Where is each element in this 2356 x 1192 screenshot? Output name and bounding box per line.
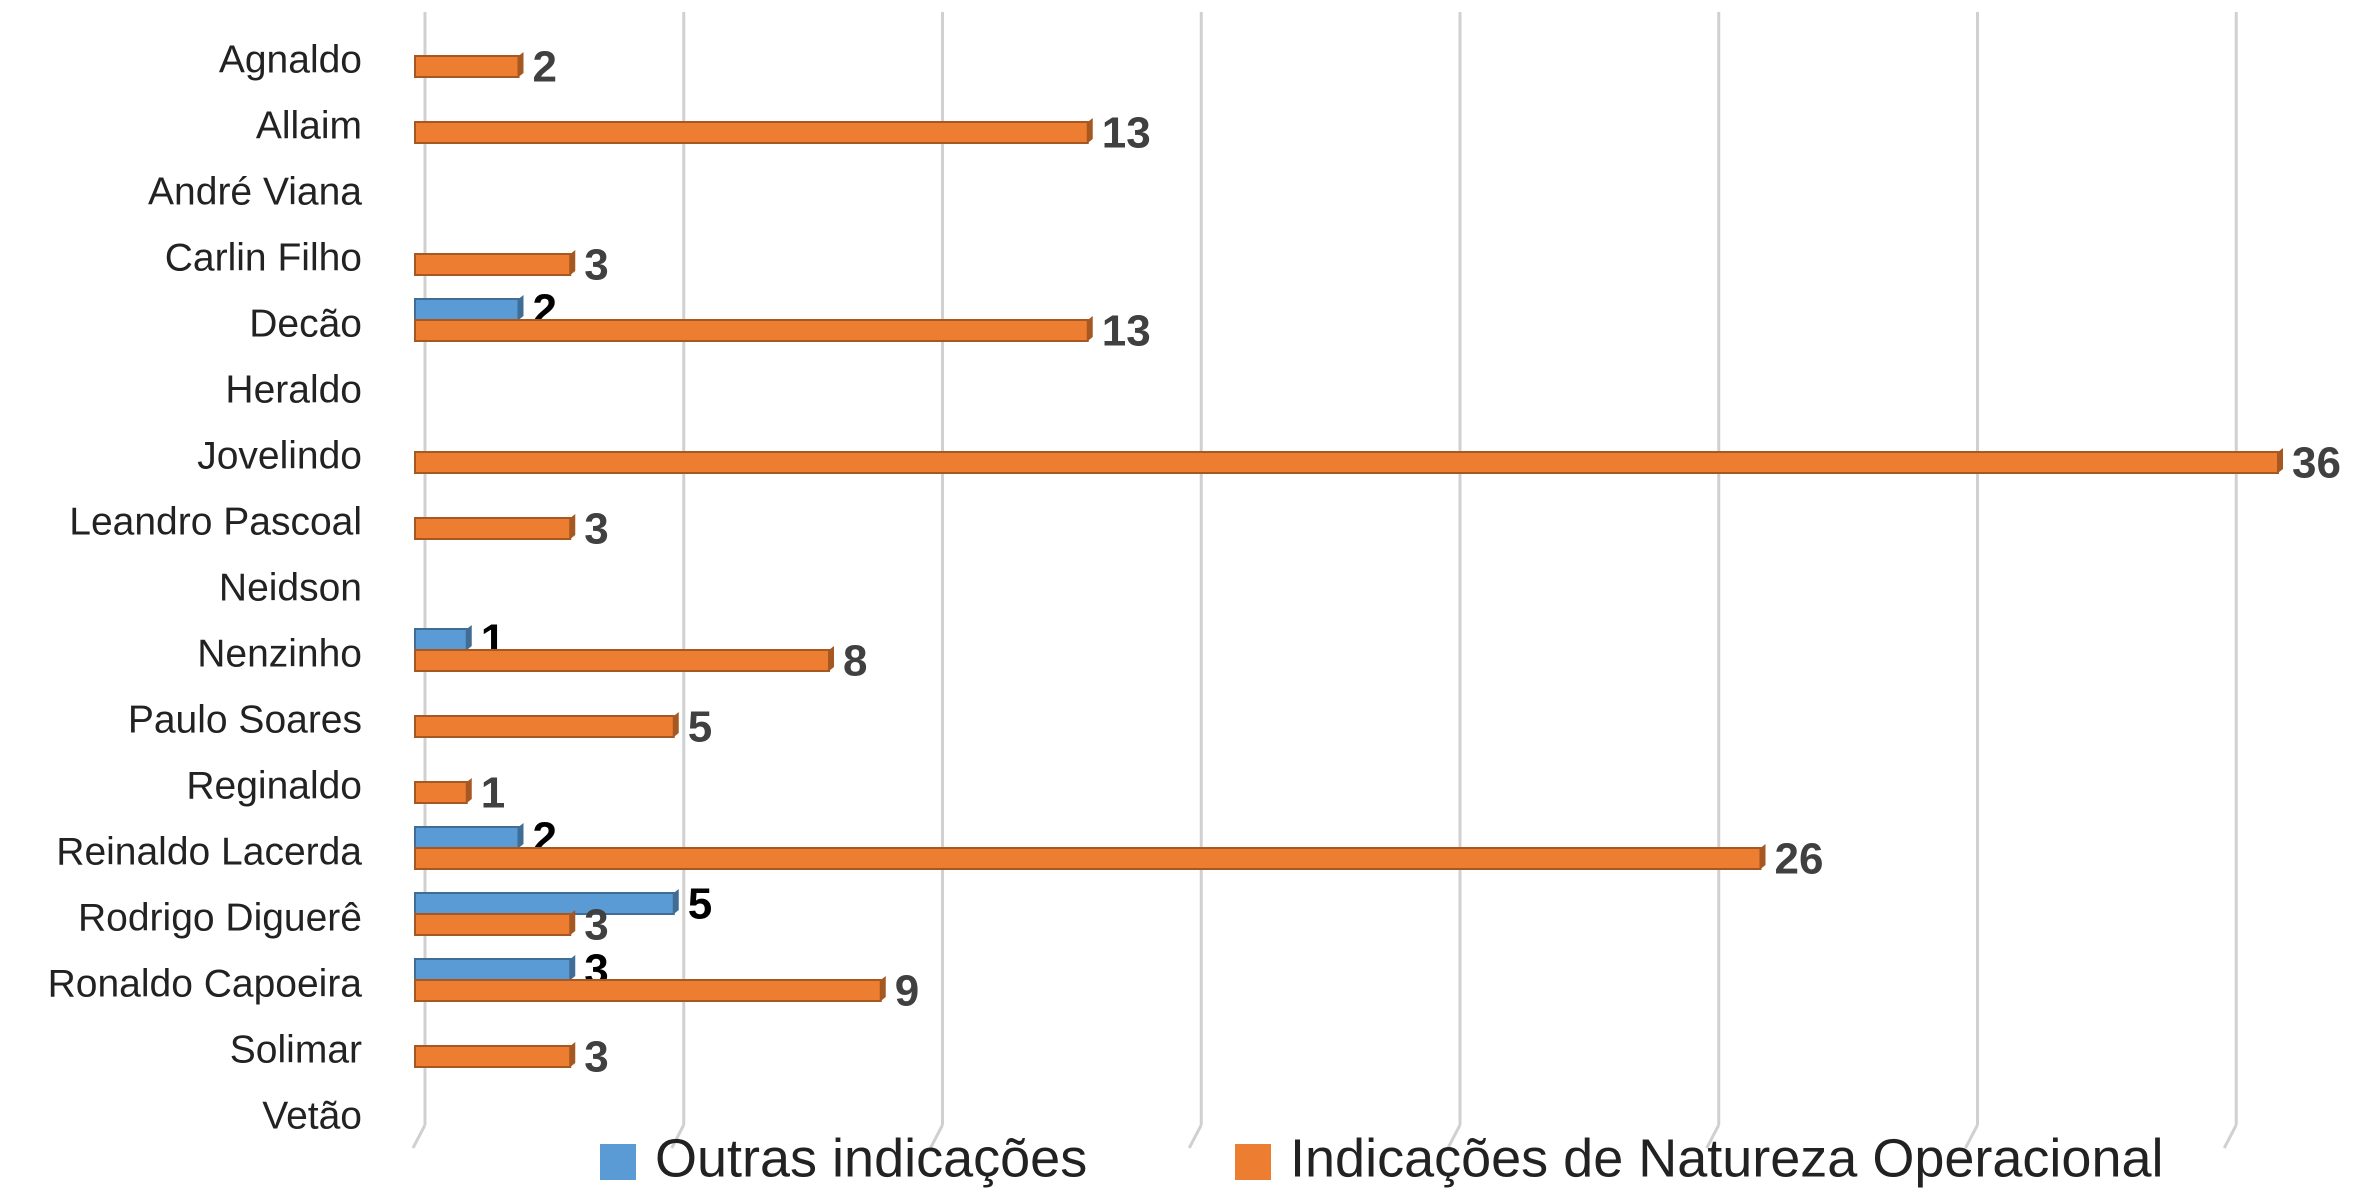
y-tick-label: Reinaldo Lacerda (56, 830, 362, 873)
bar-side (518, 823, 524, 848)
bar (414, 826, 520, 849)
grid-line-foot (929, 1124, 944, 1149)
bar (414, 298, 520, 321)
bar-side (1087, 316, 1093, 341)
bar (414, 55, 520, 78)
bar (414, 847, 1762, 870)
bar-side (570, 910, 576, 935)
y-tick-label: Agnaldo (219, 38, 362, 81)
bar (414, 913, 572, 936)
y-tick-label: Paulo Soares (128, 698, 362, 741)
data-label: 13 (1102, 307, 1151, 356)
y-tick-label: André Viana (148, 170, 362, 213)
bar-side (466, 778, 472, 803)
bar-side (570, 250, 576, 275)
bar-side (466, 625, 472, 650)
grid-line-foot (1705, 1124, 1721, 1149)
grid-line-foot (411, 1124, 427, 1149)
y-tick-label: Carlin Filho (165, 236, 362, 279)
bar (414, 451, 2279, 474)
bar-side (1087, 118, 1093, 143)
bar-side (570, 514, 576, 539)
data-label: 3 (584, 505, 608, 554)
bar-side (673, 889, 679, 914)
grid-line-foot (1446, 1124, 1462, 1149)
y-tick-label: Leandro Pascoal (69, 500, 362, 543)
y-tick-label: Neidson (219, 566, 362, 609)
y-tick-label: Solimar (230, 1028, 362, 1071)
bar (414, 628, 468, 651)
grid-line-foot (670, 1124, 686, 1149)
data-label: 2 (533, 43, 557, 92)
y-tick-label: Allaim (256, 104, 362, 147)
bar (414, 715, 675, 738)
bar-side (518, 295, 524, 320)
bar (414, 121, 1089, 144)
bar (414, 319, 1089, 342)
data-label: 8 (843, 637, 867, 686)
bar-side (2278, 448, 2283, 473)
grid-line-foot (1964, 1124, 1979, 1149)
bar-side (570, 955, 576, 980)
y-tick-label: Rodrigo Diguerê (78, 896, 362, 939)
data-label: 5 (688, 880, 712, 929)
y-tick-label: Nenzinho (197, 632, 362, 675)
bar-side (518, 52, 524, 77)
y-tick-label: Vetão (262, 1094, 362, 1137)
legend-swatch (1235, 1144, 1271, 1180)
bar (414, 781, 468, 804)
y-tick-label: Heraldo (225, 368, 362, 411)
legend-label: Outras indicações (655, 1128, 1087, 1188)
legend-swatch (600, 1144, 636, 1180)
bar (414, 253, 572, 276)
data-label: 3 (584, 901, 608, 950)
bar-side (673, 712, 679, 737)
bar-side (570, 1042, 576, 1067)
y-tick-label: Jovelindo (197, 434, 362, 477)
data-label: 26 (1775, 835, 1824, 884)
bar (414, 958, 572, 981)
data-label: 1 (481, 769, 505, 818)
data-label: 3 (584, 1033, 608, 1082)
legend-label: Indicações de Natureza Operacional (1290, 1128, 2164, 1188)
grid-line-foot (2222, 1124, 2238, 1149)
bar-side (880, 976, 886, 1001)
bar-side (1760, 844, 1766, 869)
data-label: 13 (1102, 109, 1151, 158)
data-label: 36 (2292, 439, 2341, 488)
bar-side (829, 646, 834, 671)
y-tick-label: Decão (249, 302, 362, 345)
bar (414, 649, 830, 672)
data-label: 3 (584, 241, 608, 290)
y-tick-label: Ronaldo Capoeira (48, 962, 363, 1005)
data-label: 5 (688, 703, 712, 752)
bar (414, 1045, 572, 1068)
y-tick-label: Reginaldo (186, 764, 362, 807)
grid-line-foot (1187, 1124, 1203, 1149)
bar (414, 892, 675, 915)
data-label: 9 (895, 967, 919, 1016)
bar (414, 517, 572, 540)
bar (414, 979, 882, 1002)
